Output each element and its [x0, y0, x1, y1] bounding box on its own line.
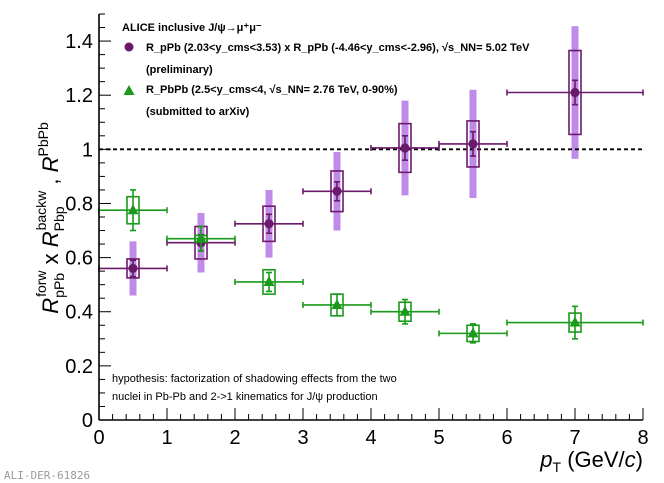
x-tick-label: 5 [433, 427, 444, 449]
legend-header: ALICE inclusive J/ψ→μ⁺μ⁻ [122, 22, 262, 34]
data-points [98, 49, 644, 344]
y-tick-label: 1.4 [65, 31, 93, 53]
legend-entry-1: R_pPb (2.03<y_cms<3.53) x R_pPb (-4.46<y… [146, 42, 530, 54]
y-tick-label: 0.6 [65, 248, 93, 270]
data-point-s2-7 [506, 305, 644, 340]
marker-triangle [195, 232, 207, 243]
marker-triangle [569, 316, 581, 327]
data-point-s1-4 [302, 170, 372, 213]
legend-entry-2: R_PbPb (2.5<y_cms<4, √s_NN= 2.76 TeV, 0-… [146, 84, 398, 96]
marker-triangle [331, 298, 343, 309]
legend-entry-1-note: (preliminary) [146, 64, 213, 76]
y-axis-title: RpPbforw x RPbpbackw , RPbPb [33, 122, 67, 314]
y-tick-label: 0.8 [65, 193, 93, 215]
legend: ALICE inclusive J/ψ→μ⁺μ⁻ R_pPb (2.03<y_cm… [122, 22, 530, 118]
y-tick-label: 1 [82, 139, 93, 161]
data-point-s2-6 [438, 323, 508, 344]
marker-triangle [127, 204, 139, 215]
marker-triangle [399, 305, 411, 316]
watermark-label: ALI-DER-61826 [4, 469, 90, 482]
marker-circle [570, 87, 580, 98]
annotation-line-1: hypothesis: factorization of shadowing e… [112, 373, 397, 385]
marker-triangle [467, 327, 479, 338]
marker-triangle [263, 275, 275, 286]
data-point-s2-3 [234, 268, 304, 295]
data-point-s1-3 [234, 205, 304, 243]
x-tick-label: 4 [365, 427, 376, 449]
x-tick-label: 8 [637, 427, 648, 449]
legend-marker-circle [124, 42, 134, 52]
y-tick-label: 0 [82, 410, 93, 432]
x-tick-label: 0 [93, 427, 104, 449]
x-axis-title: pT (GeV/c) [539, 447, 643, 475]
annotation-line-2: nuclei in Pb-Pb and 2->1 kinematics for … [112, 391, 378, 403]
data-point-s1-1 [98, 258, 168, 279]
data-point-s1-5 [370, 122, 440, 174]
marker-circle [264, 219, 274, 229]
y-tick-label: 0.4 [65, 302, 93, 324]
y-tick-label: 0.2 [65, 356, 93, 378]
marker-circle [400, 143, 410, 153]
data-point-s1-6 [438, 120, 508, 168]
marker-circle [128, 263, 138, 274]
data-point-s2-2 [166, 225, 236, 252]
axes: 0 1 2 3 4 5 6 7 8 0 0.2 0.4 0.6 0.8 1 1.2 1.4 pT (GeV/c) R… [33, 13, 649, 475]
marker-circle [468, 139, 478, 149]
x-tick-label: 3 [297, 427, 308, 449]
x-tick-label: 6 [501, 427, 512, 449]
x-tick-label: 2 [229, 427, 240, 449]
data-point-s2-1 [98, 189, 168, 232]
data-point-s1-7 [506, 49, 644, 136]
data-point-s2-5 [370, 298, 440, 325]
marker-circle [332, 186, 342, 196]
legend-marker-triangle [123, 85, 135, 95]
legend-entry-2-note: (submitted to arXiv) [146, 106, 250, 118]
annotations: hypothesis: factorization of shadowing e… [4, 373, 397, 482]
x-tick-label: 1 [161, 427, 172, 449]
x-tick-label: 7 [569, 427, 580, 449]
y-tick-label: 1.2 [65, 85, 93, 107]
data-point-s2-4 [302, 293, 372, 317]
